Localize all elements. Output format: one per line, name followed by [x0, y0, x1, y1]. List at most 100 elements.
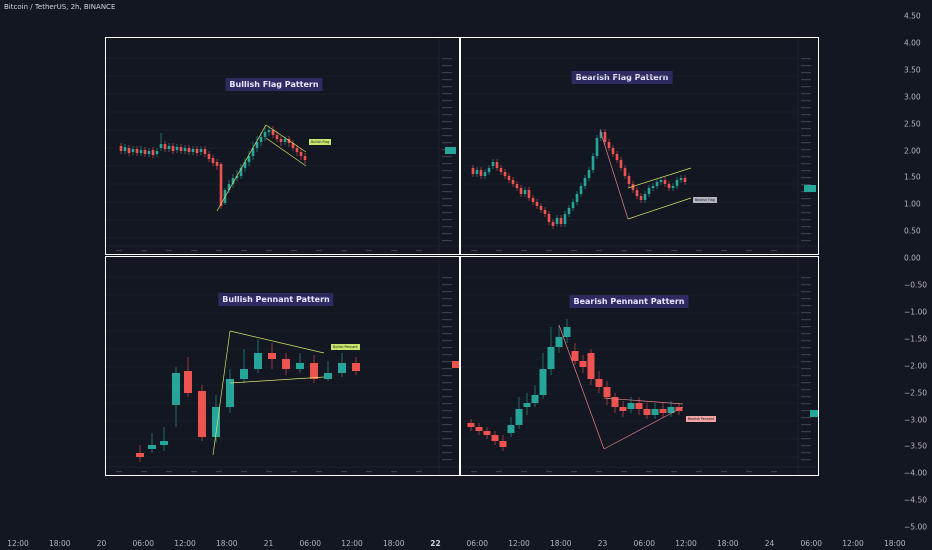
- pattern-label: Bearish Flag: [693, 197, 717, 203]
- candle-body: [219, 164, 223, 206]
- candle-body: [655, 182, 659, 186]
- candle-body: [631, 184, 635, 190]
- mini-price-tick: [442, 382, 452, 384]
- mini-price-tick: [442, 347, 452, 349]
- mini-price-tick: [801, 205, 811, 207]
- mini-time-tick: [266, 471, 272, 473]
- mini-price-tick: [801, 424, 811, 426]
- price-tick: 3.50: [904, 65, 921, 75]
- candle-body: [611, 148, 615, 154]
- mini-time-tick: [291, 250, 297, 252]
- mini-time-tick: [241, 250, 247, 252]
- candle-body: [595, 379, 603, 387]
- mini-time-tick: [416, 250, 422, 252]
- candle-body: [531, 198, 535, 202]
- candle-body: [199, 149, 203, 152]
- candle-body: [535, 202, 539, 206]
- price-tick: −1.50: [904, 334, 927, 344]
- mini-price-tick: [442, 100, 452, 102]
- candle-body: [667, 184, 671, 188]
- candle-body: [487, 168, 491, 172]
- candle-body: [467, 423, 475, 427]
- panel-title: Bullish Pennant Pattern: [218, 293, 334, 306]
- mini-time-tick: [746, 471, 752, 473]
- mini-price-tick: [801, 170, 811, 172]
- mini-time-tick: [671, 471, 677, 473]
- mini-price-tick: [801, 121, 811, 123]
- mini-price-tick: [801, 163, 811, 165]
- mini-price-tick: [442, 170, 452, 172]
- mini-price-tick: [801, 347, 811, 349]
- candle-body: [507, 425, 515, 433]
- candle-body: [627, 176, 631, 184]
- candle-body: [579, 186, 583, 194]
- mini-price-tick: [801, 86, 811, 88]
- candle-body: [187, 148, 191, 152]
- candle-body: [523, 190, 527, 194]
- mini-price-tick: [801, 438, 811, 440]
- candle-body: [203, 149, 207, 154]
- mini-price-tick: [442, 226, 452, 228]
- mini-price-tick: [442, 65, 452, 67]
- time-axis[interactable]: 12:00 18:00 20 06:00 12:00 18:00 21 06:00 12:00 1…: [0, 530, 905, 550]
- candle-body: [503, 172, 507, 176]
- mini-time-tick: [596, 250, 602, 252]
- candle-body: [647, 188, 651, 194]
- candle-body: [259, 137, 263, 142]
- mini-price-tick: [442, 135, 452, 137]
- candle-body: [282, 359, 290, 369]
- pattern-label: Bullish Pennant: [331, 344, 360, 350]
- mini-time-tick: [571, 250, 577, 252]
- candle-body: [575, 194, 579, 202]
- candle-body: [527, 190, 531, 198]
- pattern-label: Bullish Flag: [309, 139, 332, 145]
- price-tick: −3.50: [904, 441, 927, 451]
- price-axis[interactable]: 4.50 4.00 3.50 3.00 2.50 2.00 1.50 1.00 0.50 0.00…: [898, 0, 932, 532]
- mini-price-tick: [442, 340, 452, 342]
- candle-body: [559, 218, 563, 224]
- mini-price-tick: [801, 333, 811, 335]
- time-tick: 06:00: [800, 539, 823, 548]
- candle-body: [254, 353, 262, 369]
- candle-body: [291, 143, 295, 148]
- candle-body: [212, 407, 220, 437]
- mini-price-tick: [442, 452, 452, 454]
- price-tick: −5.00: [904, 522, 927, 532]
- flag-lower-line: [627, 197, 692, 220]
- candle-body: [651, 409, 659, 415]
- mini-time-tick: [521, 250, 527, 252]
- mini-price-tick: [801, 184, 811, 186]
- candle-body: [191, 149, 195, 152]
- time-tick: 06:00: [633, 539, 656, 548]
- mini-price-tick: [801, 107, 811, 109]
- chart-title: Bitcoin / TetherUS, 2h, BINANCE: [4, 3, 116, 11]
- mini-price-tick: [442, 156, 452, 158]
- mini-price-tick: [801, 100, 811, 102]
- mini-time-tick: [216, 250, 222, 252]
- mini-price-tick: [442, 93, 452, 95]
- candle-body: [659, 409, 667, 413]
- mini-price-tick: [801, 417, 811, 419]
- candle-body: [123, 147, 127, 151]
- candle-body: [519, 188, 523, 194]
- candle-body: [587, 170, 591, 178]
- mini-price-tick: [801, 410, 811, 412]
- candle-body: [611, 397, 619, 407]
- mini-time-tick: [646, 471, 652, 473]
- candle-body: [226, 379, 234, 407]
- mini-price-tick: [801, 128, 811, 130]
- mini-time-tick: [416, 471, 422, 473]
- time-tick: 24: [764, 539, 775, 548]
- candle-body: [555, 337, 563, 347]
- price-tick: 2.00: [904, 146, 921, 155]
- candle-body: [499, 168, 503, 172]
- mini-price-tick: [801, 452, 811, 454]
- mini-price-tick: [801, 198, 811, 200]
- mini-price-tick: [442, 424, 452, 426]
- mini-price-tick: [801, 142, 811, 144]
- time-tick: 23: [597, 539, 608, 548]
- candle-body: [136, 453, 144, 457]
- candle-body: [231, 178, 235, 184]
- candle-body: [671, 186, 675, 188]
- candle-body: [499, 441, 507, 447]
